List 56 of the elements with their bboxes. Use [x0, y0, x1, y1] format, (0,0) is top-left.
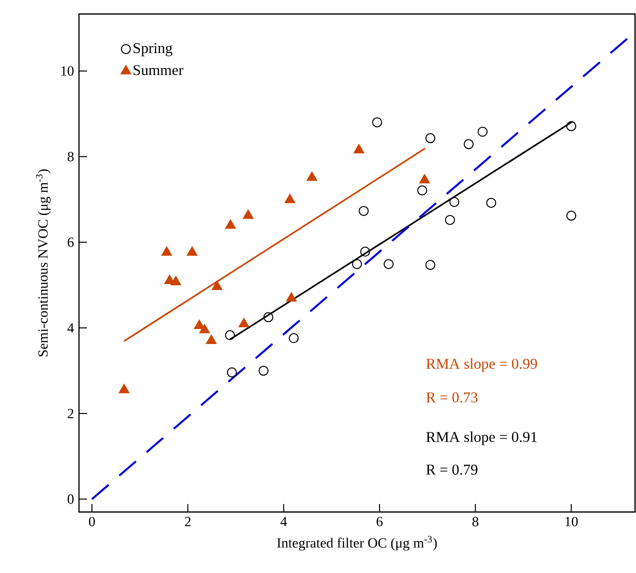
y-axis-title: Semi-continuous NVOC (μg m$^{-3}$) [36, 169, 51, 356]
point [566, 121, 576, 132]
point [226, 367, 237, 378]
point [186, 246, 198, 256]
point [486, 198, 496, 208]
point [118, 384, 130, 394]
point [199, 324, 210, 334]
y-tick-label: 8 [68, 152, 74, 162]
x-tick-label: 0 [88, 516, 95, 526]
x-axis-title: Integrated filter OC (μg m$^{-3}$) [277, 536, 437, 551]
point [360, 246, 370, 257]
point [449, 196, 460, 207]
point [417, 185, 428, 196]
annotation: R = 0.73 [426, 392, 478, 403]
point [194, 320, 205, 329]
point [212, 280, 222, 290]
y-tick-label: 0 [68, 494, 74, 504]
y-tick-label: 4 [67, 323, 74, 332]
point [206, 334, 217, 344]
point [170, 276, 182, 286]
point [238, 318, 250, 328]
point [225, 220, 236, 229]
y-tick-label: 2 [68, 408, 74, 418]
point [419, 174, 430, 184]
point [352, 259, 362, 270]
point [566, 210, 576, 221]
annotation: RMA slope = 0.99 [426, 358, 537, 372]
point [478, 126, 488, 137]
annotation: RMA slope = 0.91 [426, 432, 537, 446]
point [384, 259, 394, 270]
x-tick-label: 8 [472, 516, 478, 526]
y-tick-label: 10 [61, 66, 74, 76]
x-tick-label: 6 [376, 516, 383, 526]
y-tick-label: 6 [68, 238, 74, 247]
point [444, 214, 455, 225]
point [258, 366, 269, 376]
x-tick-label: 10 [565, 516, 578, 526]
point [306, 172, 318, 181]
point [358, 206, 369, 216]
point [354, 144, 364, 154]
x-tick-label: 4 [280, 516, 287, 526]
point [224, 330, 235, 340]
legend-label: Summer [134, 65, 184, 76]
point [242, 210, 254, 219]
point [425, 260, 436, 270]
point [286, 292, 297, 302]
point [284, 194, 296, 204]
point [288, 333, 299, 344]
point [161, 246, 172, 256]
point [464, 139, 474, 150]
point [372, 117, 382, 128]
point [425, 133, 436, 144]
x-tick-label: 2 [184, 516, 191, 526]
legend-label: Spring [134, 43, 172, 56]
point [263, 312, 274, 322]
annotation: R = 0.79 [426, 464, 478, 475]
